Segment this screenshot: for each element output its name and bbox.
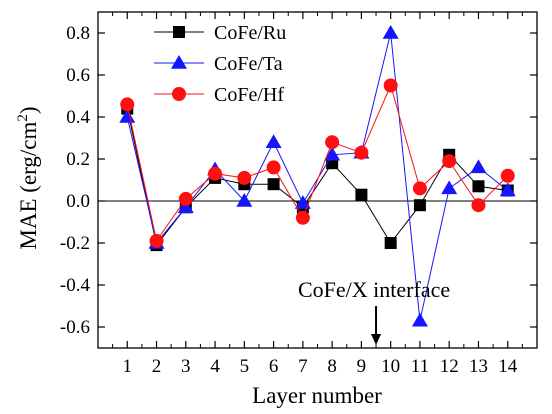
x-tick-label: 2	[152, 356, 162, 377]
legend-label-cofe-hf: CoFe/Hf	[214, 84, 284, 106]
x-tick-label: 14	[498, 356, 518, 377]
x-tick-label: 5	[240, 356, 250, 377]
y-tick-label: -0.6	[60, 317, 90, 338]
interface-annotation: CoFe/X interface	[298, 277, 450, 345]
x-axis-title: Layer number	[252, 383, 382, 408]
y-axis-title-main: MAE (erg/cm	[16, 122, 41, 250]
axis-ticks-group: 1 2 3 4 5 6 7 8 9 10 11 12 13 14-0.6-0.4-0.20.00.20.4…	[60, 12, 537, 377]
legend-label-cofe-ru: CoFe/Ru	[214, 22, 286, 44]
data-point-cofe-ta	[265, 134, 282, 148]
x-tick-label: 12	[440, 356, 459, 377]
legend-marker-cofe-hf	[172, 87, 186, 101]
x-tick-label: 9	[357, 356, 367, 377]
data-point-cofe-hf	[178, 191, 193, 206]
data-point-cofe-hf	[237, 170, 252, 185]
data-point-cofe-ta	[294, 195, 311, 209]
data-point-cofe-ta	[382, 25, 399, 39]
y-tick-label: -0.2	[60, 233, 90, 254]
data-point-cofe-ru	[355, 188, 368, 201]
data-point-cofe-ta	[470, 159, 487, 174]
y-tick-label: 0.6	[66, 65, 90, 86]
data-point-cofe-hf	[412, 181, 427, 196]
data-point-cofe-ru	[384, 237, 397, 249]
interface-arrow-head	[371, 334, 382, 345]
data-point-cofe-ta	[236, 193, 253, 207]
y-tick-label: 0.0	[66, 191, 90, 212]
data-point-cofe-ta	[441, 180, 458, 195]
series-cofe-hf	[120, 78, 515, 248]
data-point-cofe-ta	[499, 182, 516, 197]
data-point-cofe-ta	[119, 109, 136, 123]
y-tick-label: 0.4	[66, 107, 90, 128]
data-point-cofe-ru	[413, 199, 426, 212]
y-tick-label: -0.4	[60, 275, 91, 296]
x-tick-label: 1	[123, 356, 133, 377]
legend-marker-cofe-ta	[171, 55, 187, 69]
legend-marker-cofe-ru	[173, 26, 185, 38]
x-tick-label: 8	[327, 356, 337, 377]
data-point-cofe-ru	[472, 180, 485, 193]
data-point-cofe-hf	[149, 233, 164, 248]
x-tick-label: 11	[411, 356, 429, 377]
x-tick-label: 7	[298, 356, 308, 377]
data-point-cofe-hf	[208, 166, 223, 181]
x-tick-label: 10	[381, 356, 400, 377]
x-tick-label: 13	[469, 356, 488, 377]
data-point-cofe-hf	[500, 168, 515, 183]
y-axis-title: MAE (erg/cm2)	[15, 106, 41, 249]
series-group	[119, 25, 516, 327]
legend-label-cofe-ta: CoFe/Ta	[214, 53, 283, 75]
data-point-cofe-ta	[324, 146, 341, 161]
y-tick-label: 0.8	[66, 23, 90, 44]
data-point-cofe-ta	[177, 199, 194, 214]
data-point-cofe-hf	[471, 198, 486, 213]
data-point-cofe-hf	[120, 97, 135, 112]
y-axis-title-close: )	[16, 106, 41, 114]
x-tick-label: 3	[181, 356, 191, 377]
data-point-cofe-hf	[325, 135, 340, 150]
data-point-cofe-hf	[354, 145, 369, 160]
legend: CoFe/Ru CoFe/Ta CoFe/Hf	[154, 22, 286, 106]
x-tick-label: 6	[269, 356, 279, 377]
data-point-cofe-ta	[411, 312, 428, 327]
data-point-cofe-hf	[295, 210, 310, 225]
data-point-cofe-hf	[266, 160, 281, 175]
data-point-cofe-ru	[267, 178, 280, 191]
x-tick-label: 4	[210, 356, 220, 377]
annotation-label: CoFe/X interface	[298, 277, 450, 302]
data-point-cofe-hf	[442, 154, 457, 169]
y-tick-label: 0.2	[66, 149, 90, 170]
data-point-cofe-hf	[383, 78, 398, 93]
y-axis-title-superscript: 2	[15, 114, 31, 122]
